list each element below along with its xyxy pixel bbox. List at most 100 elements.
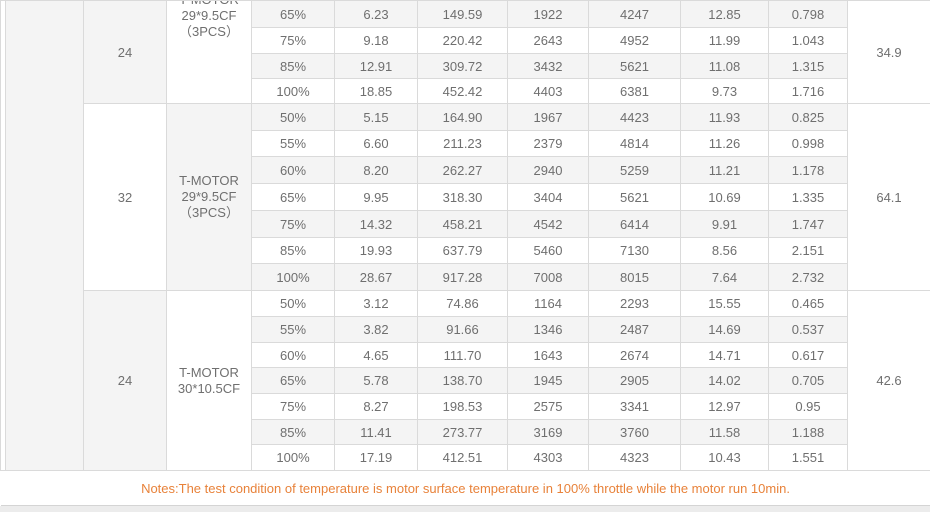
cell-value: 11.93: [680, 103, 769, 131]
cell-value: 12.85: [680, 0, 769, 28]
cell-value: 309.72: [417, 53, 508, 79]
table-row: 55% 6.60 211.23 2379 4814 11.26 0.998: [1, 130, 930, 157]
cell-value: 1922: [507, 0, 589, 28]
table-row: 75% 9.18 220.42 2643 4952 11.99 1.043: [1, 27, 930, 54]
cell-value: 1.315: [768, 53, 848, 79]
cell-value: 637.79: [417, 237, 508, 264]
cell-value: 4814: [588, 130, 681, 157]
table-row: 100% 18.85 452.42 4403 6381 9.73 1.716: [1, 78, 930, 104]
cell-value: 18.85: [334, 78, 418, 104]
cell-value: 8.20: [334, 156, 418, 184]
cell-value: 5.15: [334, 103, 418, 131]
cell-value: 1967: [507, 103, 589, 131]
empty-model-column: [5, 0, 84, 471]
cell-value: 19.93: [334, 237, 418, 264]
cell-value: 8.27: [334, 393, 418, 420]
table-row: 24 T-MOTOR 30*10.5CF 50% 3.12 74.86 1164…: [1, 290, 930, 471]
prop-label: T-MOTOR 29*9.5CF （3PCS）: [179, 2, 239, 40]
cell-value: 11.21: [680, 156, 769, 184]
cell-value: 3432: [507, 53, 589, 79]
table-row: 100% 17.19 412.51 4303 4323 10.43 1.551: [1, 444, 930, 471]
cell-throttle: 100%: [251, 444, 335, 471]
cell-value: 2643: [507, 27, 589, 54]
cell-throttle: 85%: [251, 53, 335, 79]
cell-value: 458.21: [417, 210, 508, 238]
cell-value: 4403: [507, 78, 589, 104]
cell-value: 0.537: [768, 316, 848, 343]
cell-value: 1.043: [768, 27, 848, 54]
cell-value: 2487: [588, 316, 681, 343]
cell-value: 273.77: [417, 419, 508, 445]
cell-value: 11.99: [680, 27, 769, 54]
voltage-cell: 32: [83, 103, 167, 291]
cell-value: 5.78: [334, 367, 418, 394]
cell-value: 9.91: [680, 210, 769, 238]
cell-value: 4.65: [334, 342, 418, 368]
cell-value: 0.825: [768, 103, 848, 131]
cell-value: 11.26: [680, 130, 769, 157]
cell-value: 220.42: [417, 27, 508, 54]
cell-value: 1.716: [768, 78, 848, 104]
cell-value: 3.82: [334, 316, 418, 343]
cell-throttle: 50%: [251, 103, 335, 131]
temperature-cell: 64.1: [847, 103, 930, 291]
cell-throttle: 65%: [251, 0, 335, 28]
cell-value: 0.95: [768, 393, 848, 420]
cell-throttle: 60%: [251, 342, 335, 368]
cell-value: 5621: [588, 53, 681, 79]
cell-value: 2.732: [768, 263, 848, 291]
cell-value: 9.73: [680, 78, 769, 104]
cell-throttle: 50%: [251, 290, 335, 317]
cell-value: 7008: [507, 263, 589, 291]
cell-value: 2905: [588, 367, 681, 394]
cell-value: 1.551: [768, 444, 848, 471]
table-row: 60% 8.20 262.27 2940 5259 11.21 1.178: [1, 156, 930, 184]
cell-value: 9.95: [334, 183, 418, 211]
cell-value: 4952: [588, 27, 681, 54]
table-row: Notes:The test condition of temperature …: [0, 470, 930, 506]
temperature-cell: 42.6: [847, 290, 930, 471]
cell-throttle: 75%: [251, 210, 335, 238]
prop-cell: T-MOTOR 29*9.5CF （3PCS）: [166, 0, 252, 104]
table-row: 100% 28.67 917.28 7008 8015 7.64 2.732: [1, 263, 930, 291]
cell-value: 3.12: [334, 290, 418, 317]
cell-value: 2575: [507, 393, 589, 420]
cell-value: 2379: [507, 130, 589, 157]
cell-value: 164.90: [417, 103, 508, 131]
cell-value: 452.42: [417, 78, 508, 104]
cell-value: 10.69: [680, 183, 769, 211]
cell-value: 1.747: [768, 210, 848, 238]
cell-value: 9.18: [334, 27, 418, 54]
cell-value: 4303: [507, 444, 589, 471]
cell-throttle: 85%: [251, 237, 335, 264]
cell-value: 7.64: [680, 263, 769, 291]
cell-value: 1164: [507, 290, 589, 317]
cell-value: 6.60: [334, 130, 418, 157]
cell-value: 14.71: [680, 342, 769, 368]
prop-cell: T-MOTOR 29*9.5CF （3PCS）: [166, 103, 252, 291]
table-row: 65% 5.78 138.70 1945 2905 14.02 0.705: [1, 367, 930, 394]
cell-value: 6.23: [334, 0, 418, 28]
cell-throttle: 65%: [251, 367, 335, 394]
cell-value: 4423: [588, 103, 681, 131]
table-row: 75% 14.32 458.21 4542 6414 9.91 1.747: [1, 210, 930, 238]
cell-throttle: 85%: [251, 419, 335, 445]
cell-throttle: 65%: [251, 183, 335, 211]
table-row: 55% 3.82 91.66 1346 2487 14.69 0.537: [1, 316, 930, 343]
cell-value: 14.02: [680, 367, 769, 394]
test-note: Notes:The test condition of temperature …: [0, 470, 930, 506]
cell-value: 0.617: [768, 342, 848, 368]
cell-value: 2940: [507, 156, 589, 184]
cell-value: 91.66: [417, 316, 508, 343]
cell-throttle: 100%: [251, 263, 335, 291]
cell-value: 11.08: [680, 53, 769, 79]
table-row: 85% 12.91 309.72 3432 5621 11.08 1.315: [1, 53, 930, 79]
cell-value: 3760: [588, 419, 681, 445]
cell-value: 0.465: [768, 290, 848, 317]
cell-value: 0.705: [768, 367, 848, 394]
cell-value: 2.151: [768, 237, 848, 264]
table-row: 85% 11.41 273.77 3169 3760 11.58 1.188: [1, 419, 930, 445]
cell-value: 138.70: [417, 367, 508, 394]
cell-value: 14.32: [334, 210, 418, 238]
cell-value: 211.23: [417, 130, 508, 157]
